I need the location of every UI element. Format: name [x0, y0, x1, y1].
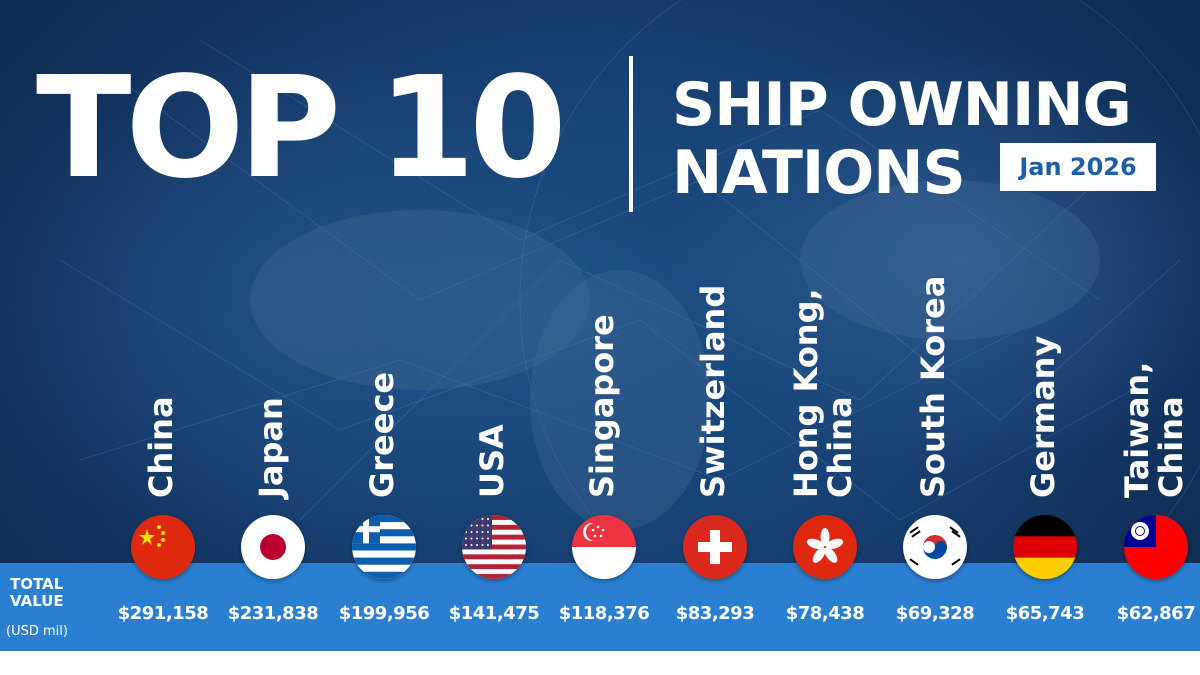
japan-flag-icon	[241, 515, 305, 579]
bottom-strip	[0, 651, 1200, 675]
hong-kong-flag-icon	[793, 515, 857, 579]
country-label: Switzerland	[694, 284, 732, 498]
country-label: Germany	[1024, 335, 1062, 498]
value-label: $199,956	[338, 603, 430, 624]
country-label: USA	[473, 424, 511, 498]
total-label-line1: TOTAL	[10, 575, 64, 593]
total-value-label: TOTAL VALUE	[10, 576, 64, 610]
subtitle-line2: NATIONS	[672, 138, 966, 208]
value-label: $141,475	[448, 603, 540, 624]
value-label: $78,438	[785, 603, 865, 624]
switzerland-flag-icon	[683, 515, 747, 579]
germany-flag-icon	[1013, 515, 1077, 579]
date-badge: Jan 2026	[1000, 143, 1156, 191]
taiwan-flag-icon	[1124, 515, 1188, 579]
value-label: $62,867	[1116, 603, 1196, 624]
china-flag-icon	[131, 515, 195, 579]
country-label: Japan	[252, 397, 290, 498]
country-label: South Korea	[914, 275, 952, 498]
south-korea-flag-icon	[903, 515, 967, 579]
value-label: $69,328	[895, 603, 975, 624]
total-unit-label: (USD mil)	[6, 624, 68, 639]
country-label: Singapore	[583, 314, 621, 498]
singapore-flag-icon	[572, 515, 636, 579]
greece-flag-icon	[352, 515, 416, 579]
country-label: Greece	[363, 371, 401, 498]
country-label: China	[142, 396, 180, 498]
country-label: Taiwan, China	[1118, 361, 1190, 498]
subtitle-line1: SHIP OWNING	[672, 70, 1132, 140]
total-label-line2: VALUE	[10, 592, 64, 610]
value-label: $291,158	[117, 603, 209, 624]
value-label: $65,743	[1005, 603, 1085, 624]
page-title: TOP 10	[36, 47, 567, 210]
title-divider	[629, 56, 633, 212]
value-label: $118,376	[558, 603, 650, 624]
value-label: $231,838	[227, 603, 319, 624]
country-label: Hong Kong, China	[787, 288, 859, 498]
usa-flag-icon	[462, 515, 526, 579]
value-label: $83,293	[675, 603, 755, 624]
